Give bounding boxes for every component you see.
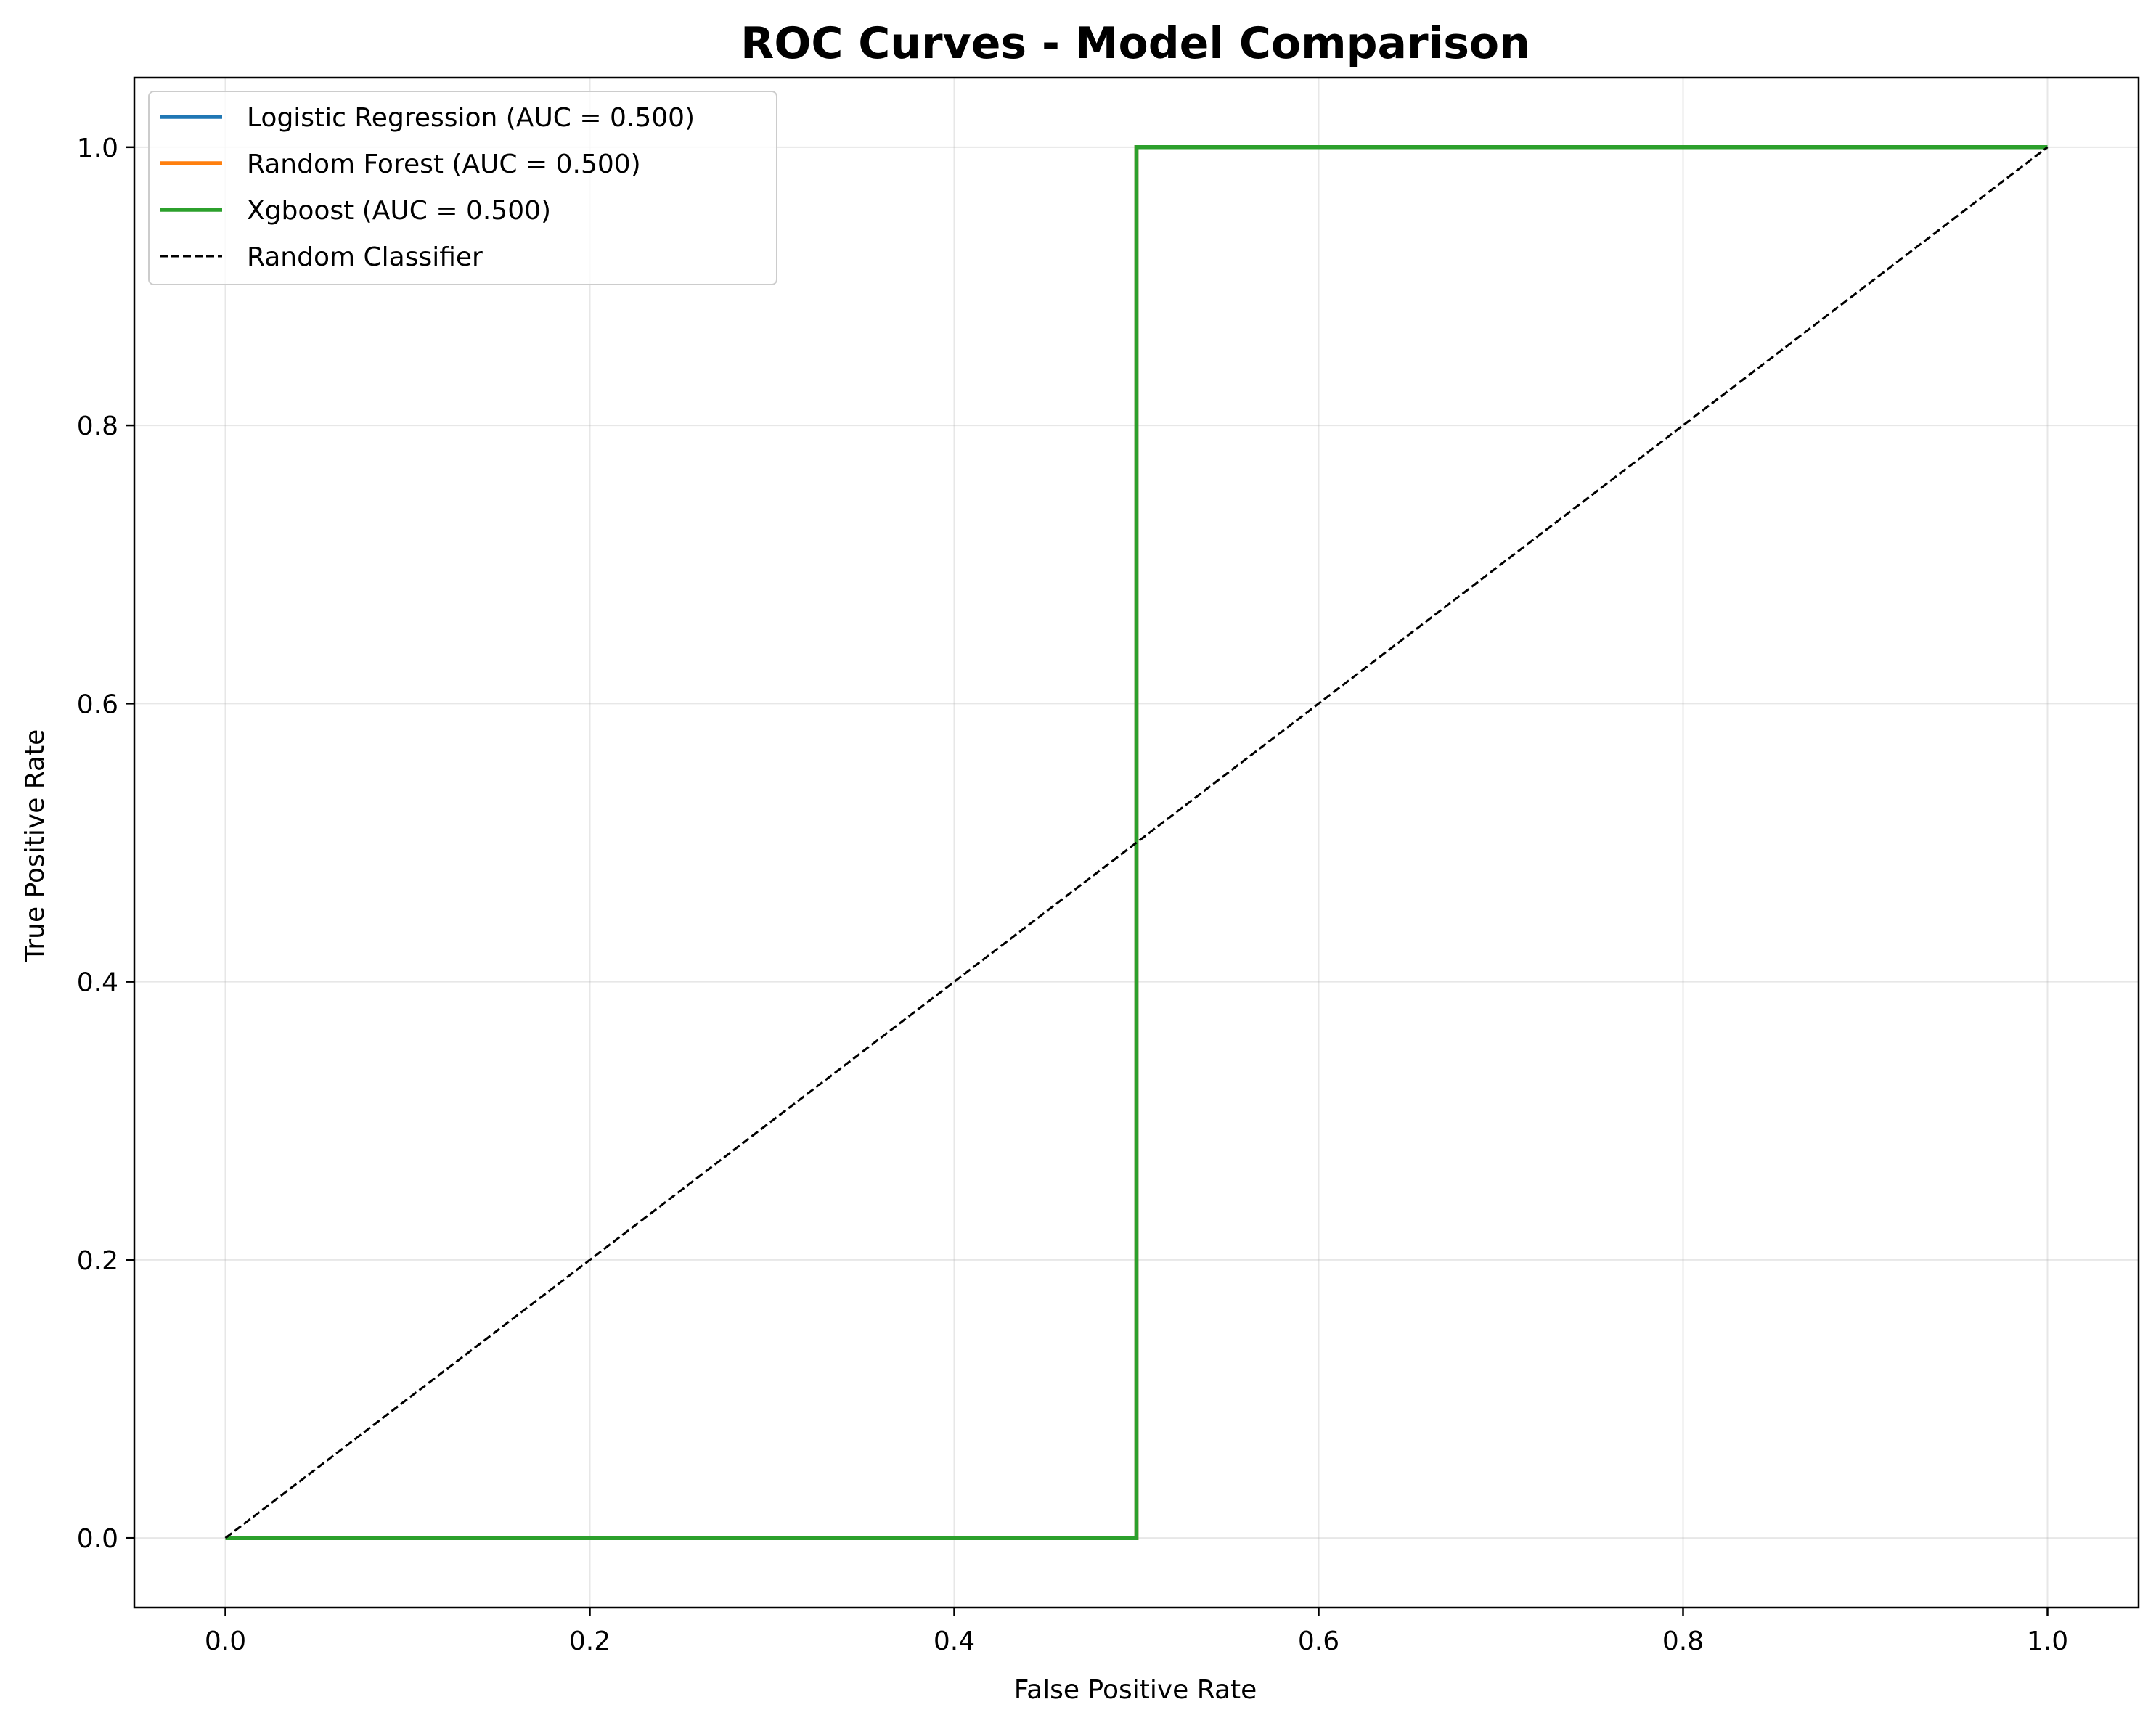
legend-label: Xgboost (AUC = 0.500) (247, 196, 551, 226)
x-tick-label: 0.8 (1662, 1626, 1704, 1656)
y-tick-label: 0.2 (77, 1246, 118, 1276)
legend-label: Logistic Regression (AUC = 0.500) (247, 103, 695, 133)
y-tick-label: 0.6 (77, 689, 118, 719)
x-axis-ticks: 0.0 0.2 0.4 0.6 0.8 1.0 (205, 1608, 2068, 1656)
x-tick-label: 1.0 (2027, 1626, 2068, 1656)
x-axis-label: False Positive Rate (1014, 1675, 1257, 1705)
y-axis-ticks: 0.0 0.2 0.4 0.6 0.8 1.0 (77, 134, 134, 1554)
y-tick-label: 0.8 (77, 412, 118, 441)
legend: Logistic Regression (AUC = 0.500) Random … (148, 91, 777, 285)
x-tick-label: 0.4 (934, 1626, 975, 1656)
y-tick-label: 0.4 (77, 968, 118, 998)
series-line-random (224, 146, 2049, 1539)
x-tick-label: 0.6 (1298, 1626, 1339, 1656)
y-axis-label: True Positive Rate (20, 729, 50, 963)
plot-area-frame (133, 76, 2140, 1609)
y-tick-label: 0.0 (77, 1524, 118, 1554)
x-tick-label: 0.2 (569, 1626, 611, 1656)
chart-title: ROC Curves - Model Comparison (740, 18, 1530, 69)
legend-box (148, 91, 777, 285)
y-tick-label: 1.0 (77, 134, 118, 163)
legend-label: Random Forest (AUC = 0.500) (247, 150, 641, 179)
legend-label: Random Classifier (247, 242, 483, 272)
x-tick-label: 0.0 (205, 1626, 246, 1656)
plot-series (224, 145, 2049, 1540)
